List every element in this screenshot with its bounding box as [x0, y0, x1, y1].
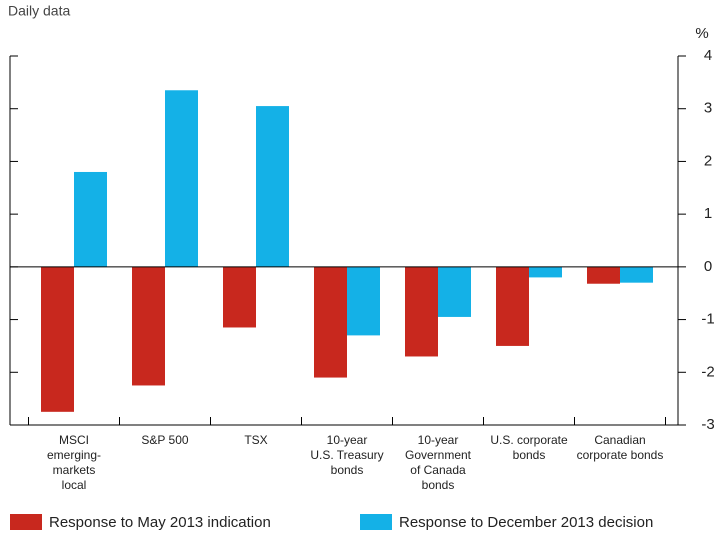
bar: [405, 266, 438, 357]
y-tick-label: -1: [701, 311, 714, 328]
x-tick-label: Canadian: [594, 433, 645, 447]
x-tick-label: local: [62, 478, 87, 492]
x-tick-label: U.S. corporate: [490, 433, 568, 447]
x-tick-label: markets: [53, 463, 96, 477]
x-tick-label: U.S. Treasury: [310, 448, 383, 462]
y-tick-label: 3: [704, 100, 712, 117]
y-axis-label: %: [695, 25, 708, 42]
legend-label: Response to May 2013 indication: [49, 514, 271, 531]
y-tick-label: -3: [701, 416, 714, 433]
legend-swatch: [360, 514, 392, 530]
y-tick-label: -2: [701, 363, 714, 380]
bar: [74, 171, 107, 267]
bar: [223, 266, 256, 328]
x-tick-label: corporate bonds: [577, 448, 664, 462]
bar: [256, 106, 289, 267]
y-tick-label: 2: [704, 152, 712, 169]
legend-label: Response to December 2013 decision: [399, 514, 653, 531]
bar: [132, 266, 165, 386]
bar: [438, 266, 471, 317]
x-tick-label: emerging-: [47, 448, 101, 462]
x-tick-label: MSCI: [59, 433, 89, 447]
x-tick-label: bonds: [331, 463, 364, 477]
y-tick-label: 1: [704, 205, 712, 222]
x-tick-label: S&P 500: [141, 433, 188, 447]
bar: [587, 266, 620, 284]
y-tick-label: 4: [704, 47, 712, 64]
y-tick-label: 0: [704, 258, 712, 275]
bar: [165, 90, 198, 267]
legend-swatch: [10, 514, 42, 530]
x-tick-label: of Canada: [410, 463, 466, 477]
subtitle: Daily data: [8, 3, 70, 19]
bar: [41, 266, 74, 412]
bar: [496, 266, 529, 346]
bar: [620, 266, 653, 283]
x-tick-label: TSX: [244, 433, 267, 447]
x-tick-label: 10-year: [327, 433, 368, 447]
bar: [529, 266, 562, 278]
x-tick-label: bonds: [513, 448, 546, 462]
bar: [314, 266, 347, 378]
x-tick-label: bonds: [422, 478, 455, 492]
bar: [347, 266, 380, 336]
x-tick-label: 10-year: [418, 433, 459, 447]
x-tick-label: Government: [405, 448, 472, 462]
